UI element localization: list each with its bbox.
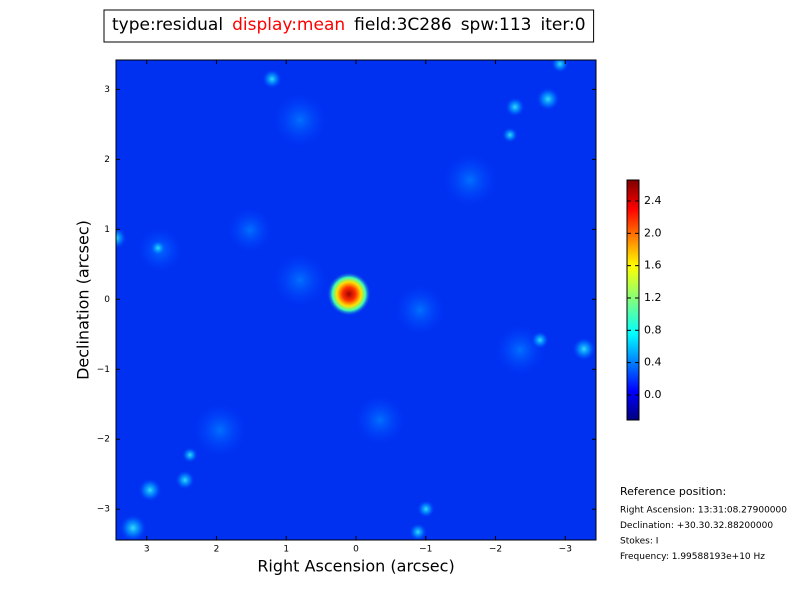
x-tick-label: 3: [144, 545, 150, 555]
reference-line: Frequency: 1.99588193e+10 Hz: [620, 552, 765, 562]
reference-line: Stokes: I: [620, 537, 658, 547]
y-tick-label: −1: [97, 365, 110, 375]
x-tick-label: −3: [559, 545, 572, 555]
reference-line: Declination: +30.30.32.88200000: [620, 521, 773, 531]
title-part: spw:113: [461, 15, 532, 35]
colorbar-tick-label: 0.0: [644, 388, 662, 401]
x-tick-label: 2: [214, 545, 220, 555]
title-part: iter:0: [541, 15, 586, 35]
y-tick-label: −3: [97, 505, 110, 515]
colorbar: [626, 179, 640, 421]
x-axis-label: Right Ascension (arcsec): [257, 557, 454, 576]
title-part: display:mean: [232, 15, 345, 35]
colorbar-tick-label: 2.0: [644, 226, 662, 239]
y-axis-label: Declination (arcsec): [74, 220, 93, 380]
colorbar-tick-label: 2.4: [644, 194, 662, 207]
image: [116, 60, 596, 540]
title: type:residual display:mean field:3C286 spw:…: [112, 15, 586, 35]
y-tick-label: 3: [104, 85, 110, 95]
y-tick-label: 2: [104, 155, 110, 165]
reference-heading: Reference position:: [620, 485, 726, 498]
y-tick-label: −2: [97, 435, 110, 445]
y-tick-label: 1: [104, 225, 110, 235]
title-box: [103, 9, 595, 43]
reference-line: Right Ascension: 13:31:08.27900000: [620, 506, 787, 516]
colorbar-tick-label: 1.6: [644, 259, 662, 272]
title-part: field:3C286: [354, 15, 452, 35]
title-part: type:residual: [112, 15, 223, 35]
x-tick-label: −2: [489, 545, 502, 555]
x-tick-label: 1: [283, 545, 289, 555]
x-tick-label: 0: [353, 545, 359, 555]
x-tick-label: −1: [419, 545, 432, 555]
colorbar-tick-label: 0.4: [644, 356, 662, 369]
colorbar-tick-label: 1.2: [644, 291, 662, 304]
colorbar-tick-label: 0.8: [644, 323, 662, 336]
y-tick-label: 0: [104, 295, 110, 305]
